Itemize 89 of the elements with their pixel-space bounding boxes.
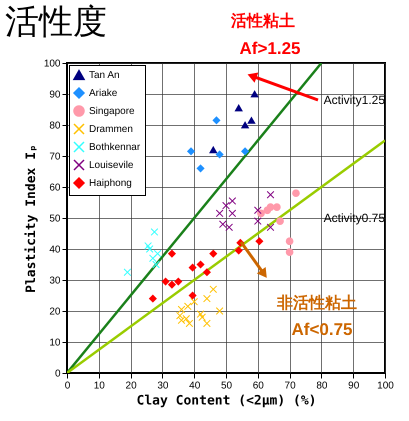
point [190, 298, 198, 306]
point [218, 220, 227, 228]
point [196, 260, 204, 268]
point [266, 223, 274, 232]
legend-label: Drammen [89, 124, 133, 135]
point [196, 310, 204, 318]
y-tick-label: 100 [44, 58, 61, 70]
point [209, 146, 218, 154]
point [152, 260, 160, 268]
point [146, 245, 154, 253]
legend-label: Louisevile [89, 160, 134, 171]
point [149, 294, 157, 302]
y-tick-label: 60 [49, 182, 61, 194]
point [254, 206, 262, 214]
x-tick-label: 100 [377, 380, 394, 392]
x-tick-label: 50 [220, 380, 232, 392]
point [276, 217, 284, 225]
point [273, 203, 281, 211]
point [292, 189, 300, 198]
point [228, 197, 236, 205]
point [203, 320, 211, 328]
point [182, 314, 190, 323]
point [286, 248, 294, 256]
point [150, 228, 158, 236]
point [144, 242, 152, 250]
chart-title: 活性度 [5, 2, 107, 42]
point [196, 164, 204, 172]
legend-label: Singapore [89, 106, 136, 117]
y-tick-label: 50 [49, 214, 61, 224]
y-tick-label: 40 [49, 244, 61, 256]
legend-label: Haiphong [89, 178, 132, 189]
x-tick-label: 30 [157, 380, 169, 392]
point [216, 209, 224, 218]
point [198, 313, 206, 322]
y-tick-label: 30 [49, 276, 61, 286]
point [184, 302, 192, 310]
point [234, 246, 243, 254]
text: 活性粘土 [230, 12, 295, 30]
point [154, 250, 162, 258]
y-tick-label: 90 [49, 90, 61, 100]
point [216, 307, 224, 315]
point [168, 250, 176, 258]
point [234, 104, 243, 112]
y-tick-label: 20 [49, 306, 61, 318]
y-tick-label: 0 [54, 368, 61, 380]
point [149, 254, 157, 262]
point [186, 320, 194, 328]
legend-label: Ariake [89, 88, 118, 99]
point [188, 264, 196, 272]
point [266, 190, 274, 199]
point [286, 237, 294, 246]
point [162, 278, 170, 286]
y-tick-label: 70 [49, 152, 61, 162]
x-tick-label: 60 [252, 380, 264, 392]
point [254, 217, 262, 225]
point [168, 280, 176, 289]
y-tick-label: 10 [49, 338, 61, 348]
x-tick-label: 40 [189, 380, 201, 392]
x-axis-title: Clay Content (<2μm) (%) [136, 394, 317, 408]
point [203, 294, 211, 302]
point [241, 122, 249, 128]
y-tick-label: 80 [49, 120, 61, 132]
point [248, 116, 256, 124]
point [225, 223, 234, 232]
point [250, 90, 258, 98]
legend-label: Tan An [89, 70, 120, 81]
point [222, 202, 230, 210]
x-tick-label: 80 [316, 380, 328, 392]
x-tick-label: 10 [94, 380, 106, 392]
text: Af>1.25 [240, 39, 300, 58]
x-tick-label: 20 [126, 380, 138, 392]
point [256, 237, 264, 246]
point [209, 285, 218, 294]
point [216, 150, 224, 158]
point [124, 268, 132, 276]
point [174, 278, 182, 286]
x-tick-label: 90 [348, 380, 360, 392]
point [203, 268, 211, 276]
x-tick-label: 70 [284, 380, 296, 392]
point [212, 116, 220, 124]
point [209, 250, 218, 258]
point [228, 209, 236, 218]
point [187, 147, 195, 156]
x-tick-label: 0 [64, 380, 71, 392]
point [263, 206, 272, 214]
point [241, 147, 249, 156]
point [188, 292, 196, 300]
y-axis-title: Plasticity Index Iₚ [24, 144, 39, 293]
legend-label: Bothkennar [89, 142, 141, 153]
